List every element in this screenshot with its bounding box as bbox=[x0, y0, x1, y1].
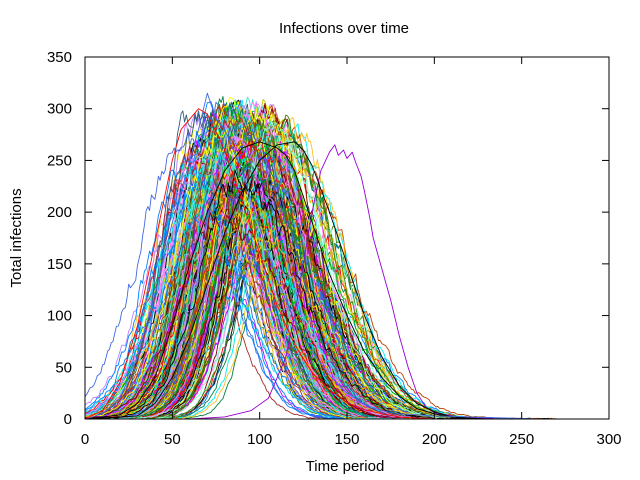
series-line-highlight bbox=[84, 108, 435, 420]
axis-ticks: 0 50 100 150 200 250 300 0 50 100 150 200 250 300 350 bbox=[47, 49, 622, 448]
series-line bbox=[84, 150, 431, 420]
series-line-highlight bbox=[85, 144, 505, 420]
y-tick-label: 200 bbox=[47, 204, 72, 221]
x-axis-label: Time period bbox=[306, 458, 385, 475]
series-line-highlight bbox=[84, 141, 487, 420]
series-line-highlight bbox=[84, 141, 470, 420]
x-tick-label: 50 bbox=[164, 431, 181, 448]
y-tick-label: 100 bbox=[47, 308, 72, 325]
series-line bbox=[84, 135, 409, 420]
series-line bbox=[84, 110, 367, 420]
x-tick-label: 250 bbox=[509, 431, 534, 448]
y-tick-label: 300 bbox=[47, 101, 72, 118]
y-tick-label: 0 bbox=[64, 411, 72, 428]
series-line bbox=[84, 176, 389, 417]
x-tick-label: 300 bbox=[596, 431, 621, 448]
x-tick-label: 200 bbox=[422, 431, 447, 448]
series-line bbox=[84, 169, 515, 420]
series-line bbox=[84, 121, 452, 420]
x-tick-label: 100 bbox=[247, 431, 272, 448]
chart-title: Infections over time bbox=[279, 20, 409, 37]
x-tick-label: 0 bbox=[81, 431, 89, 448]
y-tick-label: 350 bbox=[47, 49, 72, 66]
plot-lines bbox=[84, 92, 566, 420]
series-line bbox=[84, 210, 470, 420]
y-tick-label: 150 bbox=[47, 256, 72, 273]
y-tick-label: 50 bbox=[55, 359, 72, 376]
y-axis-label: Total infections bbox=[8, 188, 25, 287]
series-line bbox=[84, 145, 369, 420]
x-tick-label: 150 bbox=[334, 431, 359, 448]
series-line-highlight bbox=[84, 92, 540, 420]
y-tick-label: 250 bbox=[47, 152, 72, 169]
